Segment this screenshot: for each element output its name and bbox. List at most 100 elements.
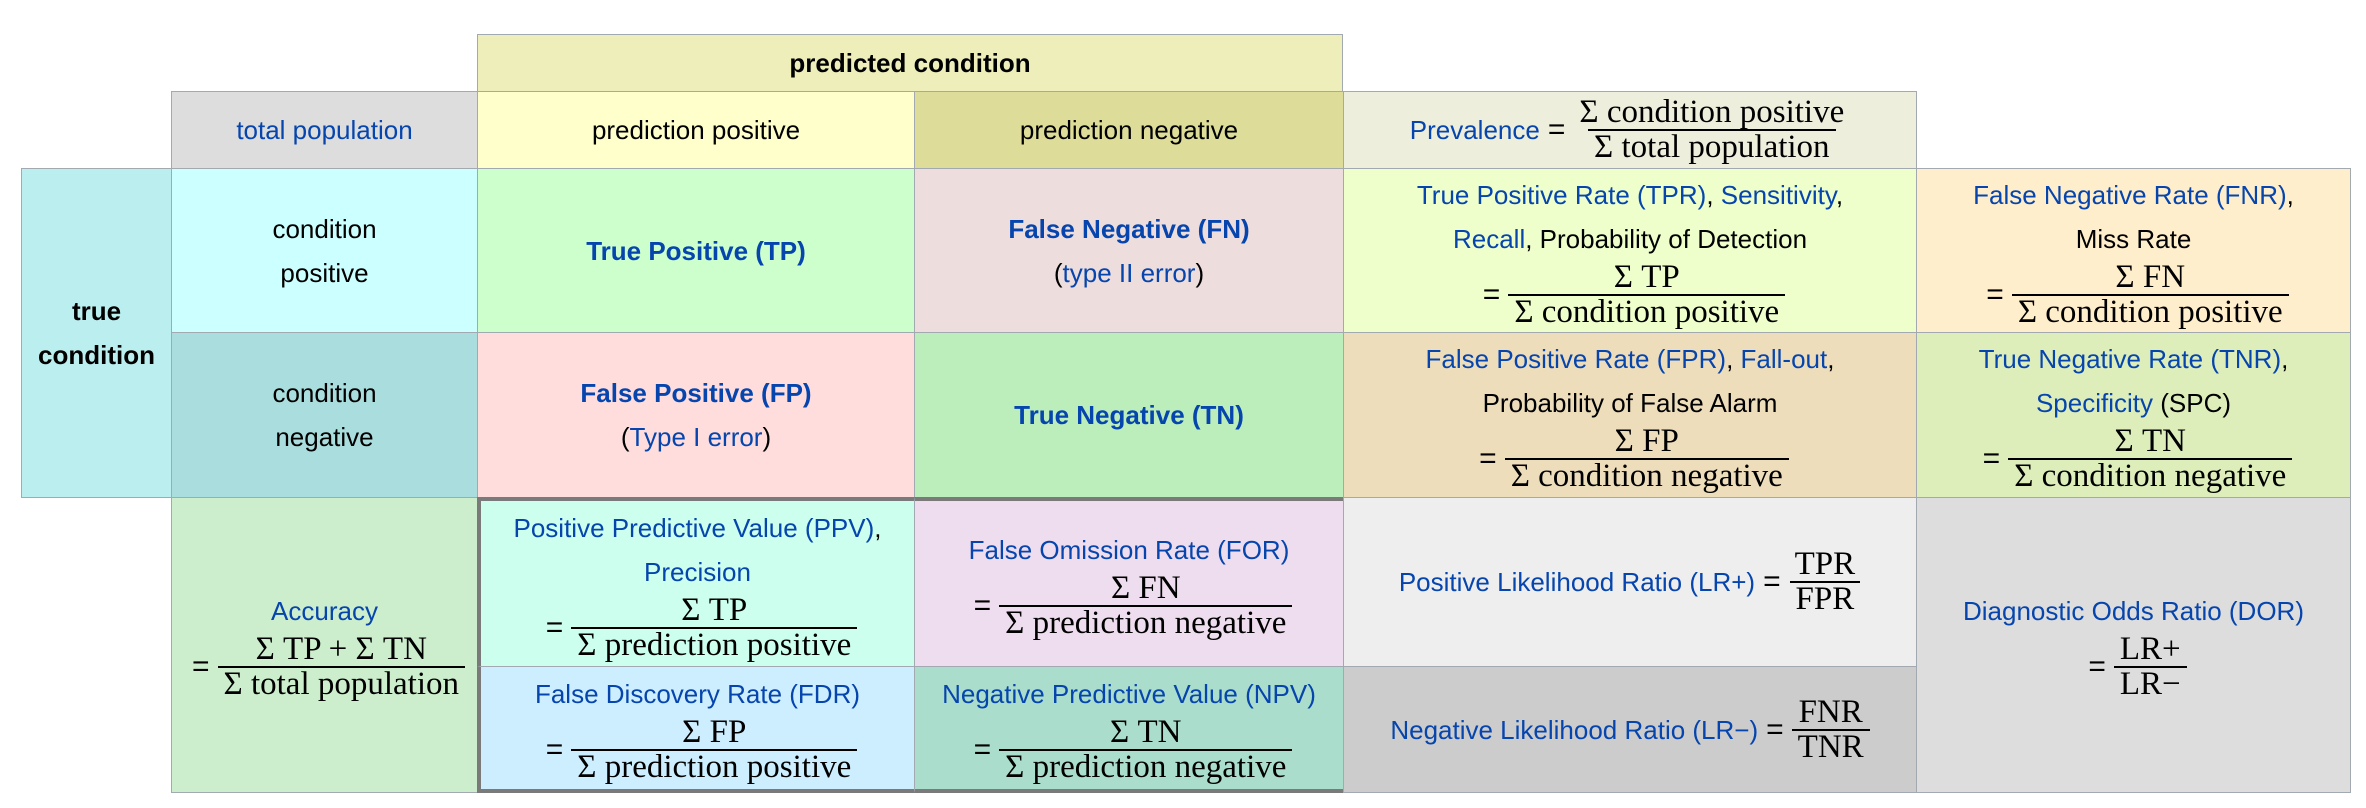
fraction: Σ TP + Σ TN Σ total population (217, 633, 466, 701)
lr-negative-cell: Negative Likelihood Ratio (LR−) = FNR TN… (1343, 666, 1917, 793)
prediction-negative-label: prediction negative (1019, 115, 1239, 145)
tnr-link[interactable]: True Negative Rate (TNR) (1978, 344, 2282, 374)
fdr-cell: False Discovery Rate (FDR) = Σ FP Σ pred… (477, 666, 915, 793)
true-negative-link[interactable]: True Negative (TN) (1014, 400, 1244, 430)
npv-cell: Negative Predictive Value (NPV) = Σ TN Σ… (914, 666, 1344, 793)
paren-open: ( (620, 422, 630, 452)
equals-sign: = (545, 610, 564, 644)
fnr-link[interactable]: False Negative Rate (FNR) (1973, 179, 2287, 210)
equals-sign: = (191, 650, 210, 683)
ppv-link[interactable]: Positive Predictive Value (PPV) (513, 512, 875, 543)
false-negative-link[interactable]: False Negative (FN) (1008, 213, 1250, 244)
dor-formula: = LR+ LR− (2080, 631, 2187, 701)
condition-positive-cell: condition positive (171, 168, 478, 333)
numerator: Σ FN (2115, 258, 2186, 295)
lr-positive-formula: = TPR FPR (1755, 548, 1861, 616)
specificity-link[interactable]: Specificity (2035, 388, 2154, 418)
npv-link[interactable]: Negative Predictive Value (NPV) (942, 679, 1316, 709)
lr-positive-link[interactable]: Positive Likelihood Ratio (LR+) (1398, 567, 1756, 597)
denominator: Σ total population (217, 666, 466, 701)
equals-sign: = (2088, 650, 2106, 683)
fraction: TPR FPR (1789, 548, 1862, 616)
paren-close: ) (1195, 257, 1205, 288)
equals-sign: = (973, 588, 992, 622)
tnr-line1: True Negative Rate (TNR), (1979, 337, 2289, 381)
ppv-sep: , (874, 512, 882, 543)
dor-link[interactable]: Diagnostic Odds Ratio (DOR) (1963, 596, 2304, 626)
total-population-link[interactable]: total population (236, 115, 413, 145)
fraction: Σ TP Σ condition positive (1508, 258, 1786, 329)
accuracy-cell: Accuracy = Σ TP + Σ TN Σ total populatio… (171, 497, 478, 793)
denominator: Σ condition positive (2011, 293, 2289, 329)
accuracy-link[interactable]: Accuracy (271, 596, 378, 626)
paren-open: ( (1053, 257, 1063, 288)
npv-formula: = Σ TN Σ prediction negative (966, 716, 1293, 784)
fpr-sep2: , (1827, 344, 1835, 374)
equals-sign: = (1482, 277, 1501, 311)
type-ii-error-line: (type II error) (1054, 251, 1204, 295)
true-condition-header: true condition (21, 168, 172, 498)
dor-cell: Diagnostic Odds Ratio (DOR) = LR+ LR− (1916, 497, 2351, 793)
fpr-link[interactable]: False Positive Rate (FPR) (1425, 344, 1727, 374)
type-i-error-link[interactable]: Type I error (629, 422, 763, 452)
fpr-cell: False Positive Rate (FPR), Fall-out, Pro… (1343, 332, 1917, 498)
true-positive-link[interactable]: True Positive (TP) (586, 235, 806, 266)
fall-out-link[interactable]: Fall-out (1740, 344, 1828, 374)
predicted-condition-header: predicted condition (477, 34, 1343, 92)
false-positive-link[interactable]: False Positive (FP) (580, 378, 812, 408)
numerator: LR+ (2119, 631, 2181, 667)
numerator: Σ FP (1614, 423, 1679, 459)
equals-sign: = (1766, 712, 1784, 746)
denominator: Σ prediction negative (999, 604, 1293, 640)
numerator: Σ TN (1110, 714, 1182, 750)
denominator: LR− (2113, 666, 2187, 701)
lr-negative-link[interactable]: Negative Likelihood Ratio (LR−) (1390, 714, 1759, 745)
numerator: Σ condition positive (1579, 94, 1845, 130)
sensitivity-link[interactable]: Sensitivity (1720, 179, 1836, 210)
prevalence-formula: = Σ condition positive Σ total populatio… (1540, 96, 1850, 164)
equals-sign: = (545, 733, 564, 766)
fraction: Σ condition positive Σ total population (1573, 96, 1850, 164)
tnr-line2: Specificity (SPC) (2036, 381, 2231, 425)
tpr-sep2: , (1835, 179, 1844, 210)
condition-positive-line1: condition (272, 213, 377, 244)
miss-rate: Miss Rate (2075, 223, 2192, 254)
fnr-sep: , (2286, 179, 2294, 210)
denominator: Σ condition positive (1508, 293, 1786, 329)
condition-negative-line1: condition (272, 378, 377, 408)
tpr-link[interactable]: True Positive Rate (TPR) (1416, 179, 1707, 210)
denominator: Σ prediction positive (571, 626, 858, 662)
type-ii-error-link[interactable]: type II error (1062, 257, 1196, 288)
recall-link[interactable]: Recall (1452, 223, 1526, 254)
fpr-sep1: , (1726, 344, 1741, 374)
fdr-link[interactable]: False Discovery Rate (FDR) (534, 679, 861, 709)
for-cell: False Omission Rate (FOR) = Σ FN Σ predi… (914, 497, 1344, 667)
numerator: FNR (1798, 693, 1863, 730)
precision-link[interactable]: Precision (644, 556, 751, 587)
prevalence-link[interactable]: Prevalence (1409, 115, 1540, 145)
for-link[interactable]: False Omission Rate (FOR) (968, 534, 1290, 565)
fnr-cell: False Negative Rate (FNR), Miss Rate = Σ… (1916, 168, 2351, 333)
fraction: Σ FN Σ prediction negative (999, 571, 1293, 640)
ppv-formula: = Σ TP Σ prediction positive (538, 593, 858, 662)
prediction-positive-header: prediction positive (477, 91, 915, 169)
fraction: Σ FP Σ prediction positive (571, 714, 858, 784)
fnr-line1: False Negative Rate (FNR), (1973, 173, 2294, 217)
tpr-cell: True Positive Rate (TPR), Sensitivity, R… (1343, 168, 1917, 333)
true-condition-line2: condition (38, 340, 155, 370)
lr-negative-formula: = FNR TNR (1758, 693, 1870, 764)
denominator: FPR (1789, 581, 1861, 616)
condition-negative-line2: negative (275, 422, 374, 452)
numerator: Σ TP (1613, 258, 1680, 295)
denominator: Σ condition negative (1504, 458, 1789, 493)
prediction-negative-header: prediction negative (914, 91, 1344, 169)
fraction: Σ FP Σ condition negative (1504, 423, 1789, 493)
tnr-sep: , (2281, 344, 2289, 374)
numerator: Σ FP (682, 714, 747, 750)
tpr-formula: = Σ TP Σ condition positive (1475, 258, 1786, 329)
for-formula: = Σ FN Σ prediction negative (966, 571, 1293, 640)
fraction: LR+ LR− (2113, 631, 2187, 701)
equals-sign: = (973, 733, 992, 766)
true-positive-cell: True Positive (TP) (477, 168, 915, 333)
probability-of-false-alarm: Probability of False Alarm (1482, 388, 1778, 418)
